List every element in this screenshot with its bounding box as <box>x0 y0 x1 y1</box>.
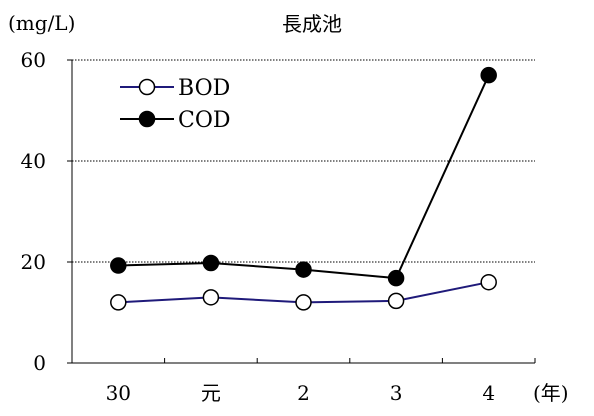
x-tick-label: 4 <box>482 381 495 405</box>
chart-title: 長成池 <box>282 12 342 36</box>
data-point-bod <box>296 295 311 310</box>
x-axis-label: (年) <box>533 381 569 405</box>
series-lines <box>111 68 496 310</box>
legend-label: BOD <box>178 76 230 101</box>
data-point-cod <box>481 68 496 83</box>
data-point-bod <box>481 275 496 290</box>
data-point-cod <box>203 256 218 271</box>
legend-marker <box>140 112 155 127</box>
x-ticks: 30 元 2 3 4 <box>72 358 535 405</box>
y-tick-label: 0 <box>33 351 46 375</box>
y-tick-label: 40 <box>21 149 46 173</box>
y-ticks: 0 20 40 60 <box>21 48 72 375</box>
y-tick-label: 60 <box>21 48 46 72</box>
y-axis-label: (mg/L) <box>8 11 75 35</box>
legend: BOD COD <box>120 76 231 133</box>
x-tick-label: 元 <box>201 381 221 405</box>
data-point-bod <box>203 290 218 305</box>
data-point-cod <box>389 271 404 286</box>
x-tick-label: 2 <box>297 381 310 405</box>
data-point-cod <box>111 258 126 273</box>
y-tick-label: 20 <box>21 250 46 274</box>
x-tick-label: 3 <box>390 381 403 405</box>
data-point-cod <box>296 262 311 277</box>
data-point-bod <box>111 295 126 310</box>
legend-marker <box>140 80 155 95</box>
legend-label: COD <box>178 108 231 133</box>
x-tick-label: 30 <box>106 381 131 405</box>
series-line-cod <box>118 75 488 278</box>
data-point-bod <box>389 293 404 308</box>
